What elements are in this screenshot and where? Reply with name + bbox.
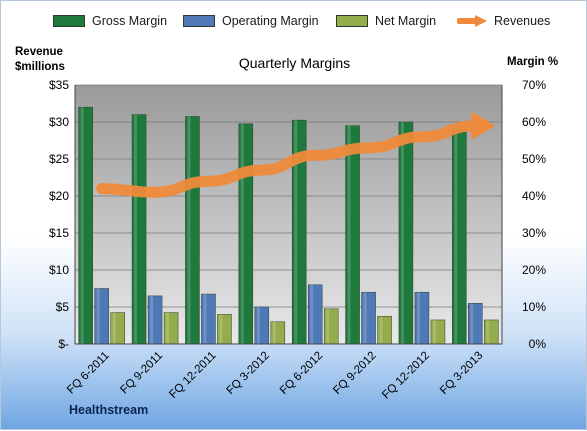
left-tick-label: $15 — [49, 226, 69, 240]
legend-item: Revenues — [456, 14, 551, 28]
company-label: Healthstream — [69, 403, 149, 417]
bar-highlight — [326, 308, 330, 344]
category-label: FQ 3-2012 — [225, 350, 272, 397]
bar-highlight — [240, 123, 244, 344]
category-label: FQ 12-2012 — [380, 350, 432, 402]
category-label: FQ 6-2012 — [278, 350, 325, 397]
legend-label: Operating Margin — [222, 14, 319, 28]
left-tick-label: $5 — [56, 300, 70, 314]
legend-item: Operating Margin — [183, 14, 319, 28]
right-tick-label: 20% — [522, 263, 546, 277]
bar-highlight — [363, 292, 367, 344]
bar-highlight — [166, 312, 170, 344]
legend-label: Gross Margin — [92, 14, 168, 28]
bar-highlight — [187, 116, 191, 344]
right-tick-label: 60% — [522, 115, 546, 129]
bar-highlight — [112, 312, 116, 344]
bar-highlight — [400, 122, 404, 344]
right-axis-label: Margin % — [507, 56, 559, 68]
bar-highlight — [294, 120, 298, 345]
legend-swatch — [183, 15, 215, 27]
bar-highlight — [219, 314, 223, 344]
bar-highlight — [96, 288, 100, 344]
legend-swatch — [53, 15, 85, 27]
legend-swatch — [336, 15, 368, 27]
chart-title: Quarterly Margins — [238, 55, 351, 71]
bar-highlight — [379, 316, 383, 344]
left-tick-label: $30 — [49, 115, 69, 129]
right-tick-label: 0% — [529, 337, 547, 351]
legend-swatch — [456, 15, 487, 27]
bar-highlight — [150, 295, 154, 344]
legend-label: Net Margin — [375, 14, 437, 28]
category-label: FQ 9-2011 — [118, 350, 165, 397]
left-axis-label-line2: $millions — [15, 61, 65, 73]
category-label: FQ 6-2011 — [65, 350, 112, 397]
right-tick-label: 70% — [522, 78, 546, 92]
left-axis-label-line1: Revenue — [15, 46, 63, 58]
right-tick-label: 30% — [522, 226, 546, 240]
right-tick-label: 40% — [522, 189, 546, 203]
right-tick-label: 10% — [522, 300, 546, 314]
revenues-line — [96, 120, 481, 198]
legend-item: Gross Margin — [53, 14, 167, 28]
bar-highlight — [470, 303, 474, 344]
revenues-arrowhead — [471, 111, 496, 140]
category-label: FQ 12-2011 — [167, 350, 218, 401]
left-tick-label: $20 — [49, 189, 69, 203]
left-tick-label: $25 — [49, 152, 69, 166]
bar-highlight — [347, 125, 351, 344]
bar-highlight — [310, 284, 314, 344]
bar-highlight — [454, 129, 458, 344]
left-tick-label: $35 — [49, 78, 69, 92]
left-tick-label: $10 — [49, 263, 69, 277]
bar-highlight — [272, 321, 276, 344]
bar-highlight — [256, 307, 260, 344]
legend-label: Revenues — [494, 14, 551, 28]
bar-highlight — [80, 107, 84, 344]
bar-highlight — [432, 319, 436, 344]
legend-item: Net Margin — [336, 14, 436, 28]
right-tick-label: 50% — [522, 152, 546, 166]
left-tick-label: $- — [58, 337, 69, 351]
bar-highlight — [486, 319, 490, 344]
bar-highlight — [203, 294, 207, 344]
legend: Gross Margin Operating Margin Net Margin Re… — [1, 14, 587, 38]
bar-highlight — [134, 114, 138, 344]
bar-highlight — [416, 292, 420, 344]
category-label: FQ 3-2013 — [438, 350, 485, 397]
category-label: FQ 9-2012 — [331, 350, 378, 397]
